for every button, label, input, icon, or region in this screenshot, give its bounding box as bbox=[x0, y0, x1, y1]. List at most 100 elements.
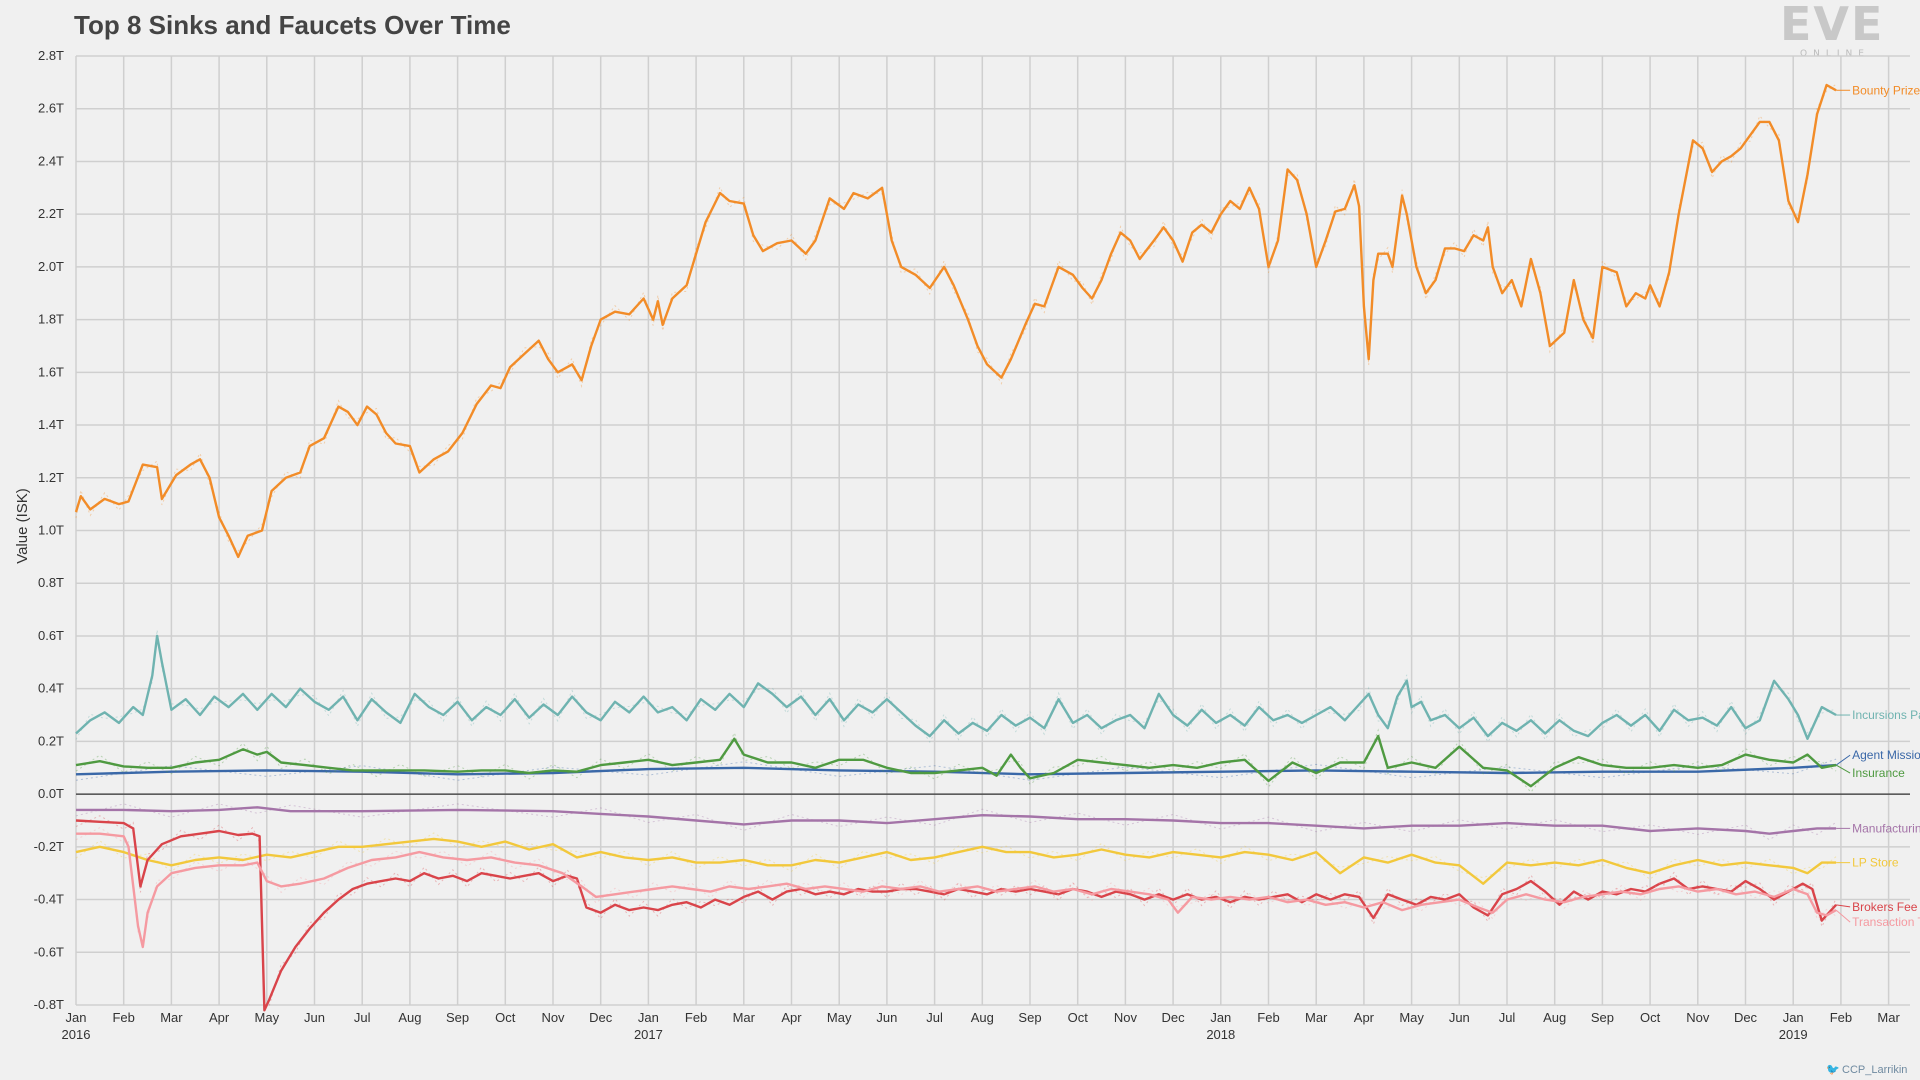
credit-text: CCP_Larrikin bbox=[1842, 1064, 1907, 1076]
series-noise bbox=[75, 815, 1837, 1007]
x-tick-labels: Jan 2016 Feb Mar Apr May Jun Jul Aug Sep Oct Nov Dec… bbox=[62, 1010, 1901, 1042]
y-tick-label: 0.0T bbox=[38, 786, 64, 801]
y-tick-labels: -0.8T -0.6T -0.4T -0.2T 0.0T 0.2T 0.4T 0.6T 0.8T… bbox=[34, 48, 64, 1012]
x-tick-label: Feb bbox=[1830, 1010, 1852, 1025]
x-tick-label: Aug bbox=[971, 1010, 994, 1025]
series-line bbox=[75, 634, 1837, 740]
series-line bbox=[75, 819, 1837, 1012]
x-tick-label: Sep bbox=[446, 1010, 469, 1025]
series-label: Agent Mission Rewards bbox=[1852, 748, 1920, 762]
series-line bbox=[75, 734, 1837, 788]
series-noise bbox=[75, 803, 1837, 841]
y-tick-label: 0.8T bbox=[38, 575, 64, 590]
series-label: Bounty Prizes bbox=[1852, 83, 1920, 97]
series-label: Transaction Tax bbox=[1852, 915, 1920, 929]
x-tick-label: Dec bbox=[1162, 1010, 1186, 1025]
y-tick-label: 1.6T bbox=[38, 364, 64, 379]
x-tick-year: 2019 bbox=[1779, 1027, 1808, 1042]
series-label: LP Store bbox=[1852, 856, 1899, 870]
x-tick-label: Jan bbox=[1210, 1010, 1231, 1025]
y-tick-label: 2.0T bbox=[38, 259, 64, 274]
x-tick-label: Jun bbox=[876, 1010, 897, 1025]
eve-logo-subtext: ONLINE bbox=[1800, 49, 1870, 59]
y-tick-label: -0.2T bbox=[34, 839, 64, 854]
y-tick-label: 2.4T bbox=[38, 153, 64, 168]
x-tick-label: Jan bbox=[638, 1010, 659, 1025]
x-tick-label: Nov bbox=[1114, 1010, 1138, 1025]
series-noise bbox=[75, 827, 1837, 943]
credit: 🐦 CCP_Larrikin bbox=[1826, 1064, 1907, 1076]
y-tick-label: 0.2T bbox=[38, 733, 64, 748]
x-tick-label: May bbox=[827, 1010, 852, 1025]
y-axis-label: Value (ISK) bbox=[14, 488, 31, 564]
series-line bbox=[74, 83, 1837, 559]
series-labels: Bounty Prizes Incursions Payout Agent Miss… bbox=[1835, 83, 1920, 929]
x-tick-label: Mar bbox=[1877, 1010, 1900, 1025]
x-tick-label: Sep bbox=[1018, 1010, 1041, 1025]
x-tick-label: May bbox=[1399, 1010, 1424, 1025]
series-line bbox=[75, 763, 1837, 776]
series-line bbox=[75, 837, 1837, 885]
x-tick-label: Feb bbox=[112, 1010, 134, 1025]
x-tick-label: Oct bbox=[495, 1010, 516, 1025]
series-lines bbox=[74, 83, 1837, 1012]
x-tick-label: Jun bbox=[1449, 1010, 1470, 1025]
series-noise bbox=[75, 83, 1837, 552]
y-tick-label: -0.6T bbox=[34, 944, 64, 959]
x-tick-label: Apr bbox=[781, 1010, 802, 1025]
y-tick-label: 2.2T bbox=[38, 206, 64, 221]
y-tick-label: 0.6T bbox=[38, 628, 64, 643]
y-tick-label: 2.8T bbox=[38, 48, 64, 63]
series-label: Incursions Payout bbox=[1852, 708, 1920, 722]
series-label: Manufacturing bbox=[1852, 821, 1920, 835]
x-tick-label: Jul bbox=[354, 1010, 371, 1025]
x-tick-label: Nov bbox=[541, 1010, 565, 1025]
series-label-leader bbox=[1835, 909, 1851, 923]
x-tick-label: Mar bbox=[160, 1010, 183, 1025]
x-tick-label: Sep bbox=[1591, 1010, 1614, 1025]
x-tick-year: 2018 bbox=[1206, 1027, 1235, 1042]
chart-title: Top 8 Sinks and Faucets Over Time bbox=[74, 10, 511, 40]
x-tick-label: Oct bbox=[1068, 1010, 1089, 1025]
y-tick-label: 1.4T bbox=[38, 417, 64, 432]
series-label-leader bbox=[1836, 904, 1851, 908]
x-tick-label: Aug bbox=[398, 1010, 421, 1025]
x-tick-label: Dec bbox=[1734, 1010, 1758, 1025]
x-tick-label: Feb bbox=[1257, 1010, 1279, 1025]
y-tick-label: -0.4T bbox=[34, 892, 64, 907]
x-tick-label: Jun bbox=[304, 1010, 325, 1025]
x-tick-label: Jul bbox=[926, 1010, 943, 1025]
x-tick-label: Mar bbox=[1305, 1010, 1328, 1025]
x-tick-label: Feb bbox=[685, 1010, 707, 1025]
y-tick-label: 2.6T bbox=[38, 101, 64, 116]
x-tick-label: Jul bbox=[1499, 1010, 1516, 1025]
series-label: Brokers Fee bbox=[1852, 900, 1918, 914]
x-tick-label: Jan bbox=[66, 1010, 87, 1025]
x-tick-label: Nov bbox=[1686, 1010, 1710, 1025]
x-tick-label: May bbox=[255, 1010, 280, 1025]
x-tick-label: Apr bbox=[1354, 1010, 1375, 1025]
eve-logo-text: EVE bbox=[1780, 0, 1884, 51]
series-noise bbox=[75, 728, 1837, 793]
x-tick-label: Aug bbox=[1543, 1010, 1566, 1025]
series-line bbox=[76, 832, 1837, 949]
series-label: Insurance bbox=[1852, 766, 1905, 780]
x-tick-label: Dec bbox=[589, 1010, 613, 1025]
y-tick-label: 1.8T bbox=[38, 312, 64, 327]
series-line bbox=[76, 806, 1837, 835]
series-noise bbox=[75, 629, 1837, 744]
eve-online-logo: EVE ONLINE bbox=[1780, 0, 1884, 59]
y-tick-label: 1.2T bbox=[38, 470, 64, 485]
x-tick-label: Mar bbox=[733, 1010, 756, 1025]
x-tick-label: Jan bbox=[1783, 1010, 1804, 1025]
y-tick-label: 0.4T bbox=[38, 681, 64, 696]
series-label-leader bbox=[1835, 754, 1851, 766]
x-tick-year: 2017 bbox=[634, 1027, 663, 1042]
y-tick-label: -0.8T bbox=[34, 997, 64, 1012]
twitter-icon: 🐦 bbox=[1826, 1064, 1840, 1076]
y-tick-label: 1.0T bbox=[38, 523, 64, 538]
x-tick-year: 2016 bbox=[62, 1027, 91, 1042]
series-label-leader bbox=[1835, 764, 1851, 774]
x-tick-label: Oct bbox=[1640, 1010, 1661, 1025]
